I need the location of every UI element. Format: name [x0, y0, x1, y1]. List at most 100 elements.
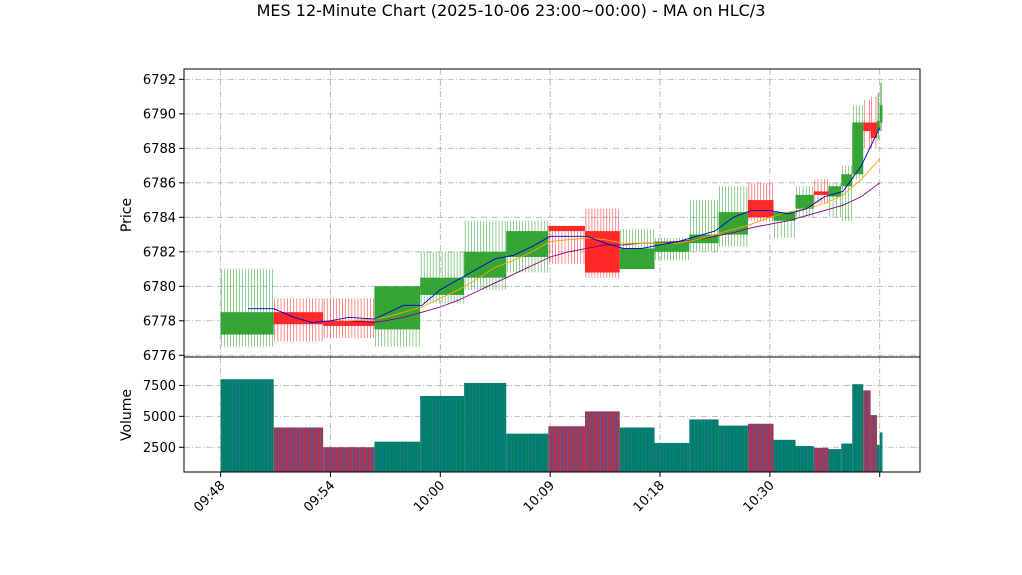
candle-body [220, 312, 274, 335]
volume-bar-body [795, 446, 814, 472]
candle-body [689, 234, 719, 244]
volume-bar-body [841, 443, 853, 472]
x-tick-label: 10:09 [521, 478, 558, 515]
volume-bar [420, 395, 465, 472]
price-tick-label: 6780 [143, 280, 176, 295]
volume-bar-body [654, 442, 690, 472]
volume-bar-body [273, 427, 324, 472]
volume-bar [273, 427, 324, 472]
candle-body [506, 231, 549, 257]
volume-bar [619, 427, 655, 472]
candle-body [323, 320, 375, 326]
volume-bar-body [747, 423, 774, 472]
price-tick-label: 6786 [143, 176, 176, 191]
candle-body [828, 186, 842, 197]
candle-down [584, 208, 620, 278]
volume-bar-body [689, 419, 719, 472]
candle-down [863, 100, 871, 149]
volume-plot-area [220, 379, 883, 472]
candle-body [863, 122, 871, 132]
price-tick-label: 6788 [143, 142, 176, 157]
chart-title: MES 12-Minute Chart (2025-10-06 23:00~00… [256, 1, 766, 20]
ma-slow-line [348, 182, 880, 323]
candle-body [795, 194, 814, 209]
candle-body [548, 225, 585, 232]
candle-up [795, 186, 814, 218]
volume-bar [863, 390, 871, 472]
volume-bar [584, 411, 620, 472]
volume-bar [852, 384, 864, 472]
candle-body [747, 200, 774, 218]
candle-body [876, 120, 880, 132]
candle-up [506, 220, 549, 273]
price-tick-label: 6782 [143, 245, 176, 260]
volume-bar [828, 449, 842, 472]
price-axis-label: Price [119, 198, 135, 232]
volume-bar [876, 444, 880, 472]
volume-bar-body [870, 415, 877, 472]
candle-up [718, 186, 748, 247]
volume-bar [220, 379, 274, 472]
volume-bar [323, 447, 375, 472]
volume-bar-body [220, 379, 274, 472]
grid-layer [184, 69, 920, 472]
price-tick-label: 6790 [143, 107, 176, 122]
candle-body [841, 174, 853, 187]
volume-bar-body [374, 441, 421, 472]
candle-body [718, 212, 748, 235]
volume-bar [464, 382, 507, 472]
ma-mid-line [348, 158, 881, 322]
volume-bar-body [852, 384, 864, 472]
price-tick-label: 6778 [143, 314, 176, 329]
volume-bar [718, 425, 748, 472]
candle-up [828, 182, 842, 218]
volume-tick-label: 7500 [143, 379, 176, 394]
volume-bar [689, 419, 719, 472]
x-tick-label: 09:54 [301, 478, 338, 515]
volume-bar-body [813, 447, 829, 472]
moving-average-layer [248, 127, 881, 323]
ma-fast-line [248, 127, 881, 323]
volume-bar-body [773, 439, 796, 472]
volume-bar-body [506, 433, 549, 472]
price-tick-label: 6792 [143, 73, 176, 88]
candle-down [870, 96, 877, 149]
candle-up [841, 165, 853, 221]
candle-up [220, 269, 274, 347]
price-plot-area [220, 82, 883, 347]
volume-bar [879, 432, 883, 472]
volume-bar-body [863, 390, 871, 472]
volume-tick-label: 2500 [143, 441, 176, 456]
candle-up [689, 200, 719, 252]
candle-body [773, 212, 796, 221]
volume-tick-label: 5000 [143, 410, 176, 425]
candle-body [619, 248, 655, 270]
candle-body [870, 122, 877, 138]
volume-bar [548, 426, 585, 472]
candle-up [773, 212, 796, 239]
volume-axis-label: Volume [119, 389, 135, 441]
x-tick-label: 10:18 [631, 478, 668, 515]
volume-bar-body [464, 382, 507, 472]
candle-down [548, 225, 585, 264]
volume-bar [795, 446, 814, 472]
candle-up [374, 286, 421, 347]
candle-body [852, 122, 864, 175]
volume-bar-body [828, 449, 842, 472]
volume-bar [841, 443, 853, 472]
candle-up [879, 82, 883, 132]
candle-down [747, 182, 774, 221]
volume-bar [870, 415, 877, 472]
candle-body [654, 241, 690, 252]
volume-bar [506, 433, 549, 472]
volume-bar [747, 423, 774, 472]
volume-bar [374, 441, 421, 472]
price-tick-label: 6784 [143, 211, 176, 226]
candle-body [879, 105, 883, 123]
volume-bar [813, 447, 829, 472]
x-tick-label: 10:30 [741, 478, 778, 515]
candle-up [852, 105, 864, 180]
candle-body [813, 191, 829, 195]
volume-bar-body [619, 427, 655, 472]
